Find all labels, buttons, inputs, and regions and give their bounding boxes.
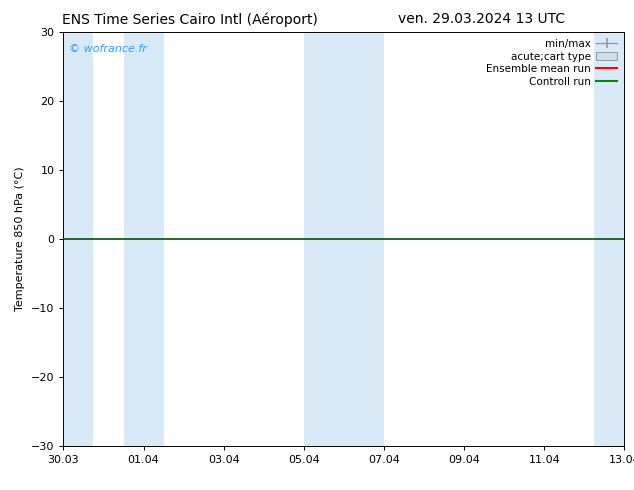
Bar: [304, 32, 384, 446]
Y-axis label: Temperature 850 hPa (°C): Temperature 850 hPa (°C): [15, 167, 25, 311]
Bar: [63, 32, 93, 446]
Text: ENS Time Series Cairo Intl (Aéroport): ENS Time Series Cairo Intl (Aéroport): [62, 12, 318, 27]
Bar: [595, 32, 624, 446]
Text: © wofrance.fr: © wofrance.fr: [69, 44, 147, 54]
Text: ven. 29.03.2024 13 UTC: ven. 29.03.2024 13 UTC: [398, 12, 566, 26]
Legend: min/max, acute;cart type, Ensemble mean run, Controll run: min/max, acute;cart type, Ensemble mean …: [484, 37, 619, 89]
Bar: [124, 32, 164, 446]
